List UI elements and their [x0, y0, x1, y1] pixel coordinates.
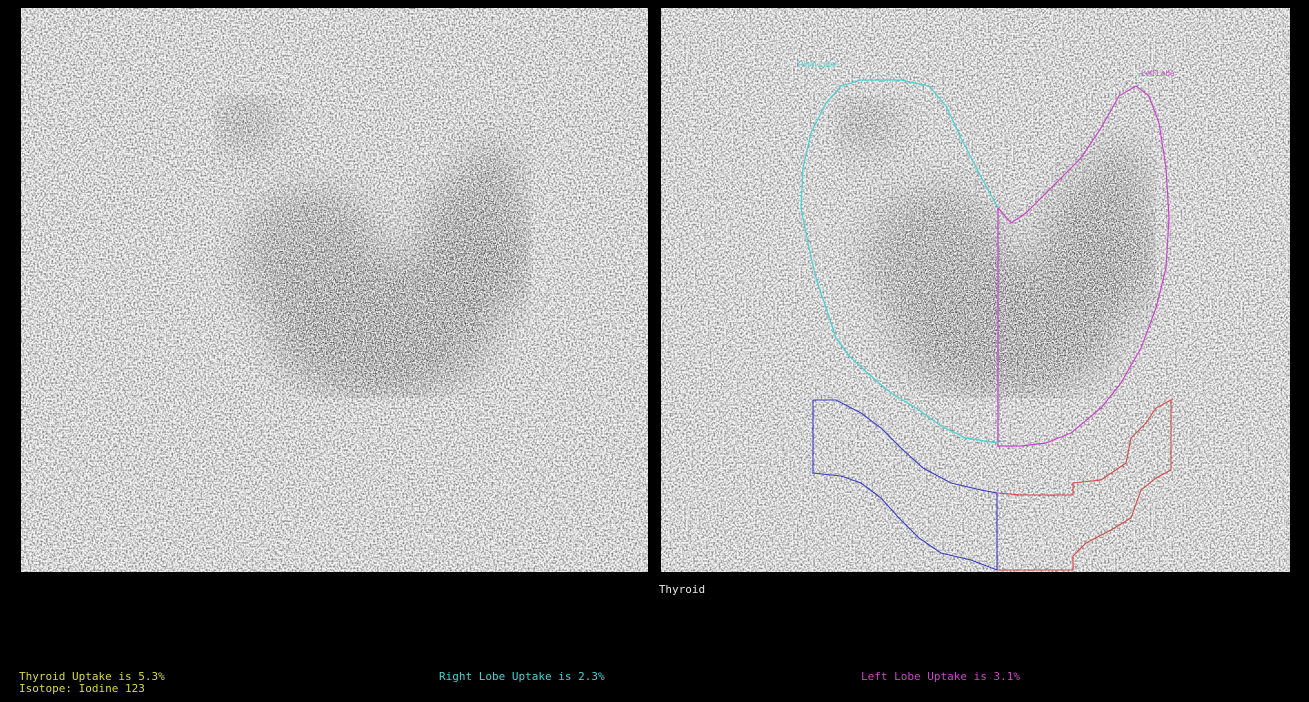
isotope-text: Isotope: Iodine 123 — [19, 682, 145, 695]
scan-image-roi-svg — [661, 8, 1290, 572]
right-lobe-roi — [800, 79, 999, 444]
right-lobe-label: Right Lobe — [798, 60, 837, 69]
left-lobe-roi — [997, 85, 1170, 447]
scan-image-raw — [21, 8, 648, 572]
scan-image-roi: Right Lobe Left Lobe — [661, 8, 1290, 572]
left-lobe-label: Left Lobe — [1141, 69, 1175, 78]
scan-image-raw-svg — [21, 8, 648, 572]
study-caption: Thyroid — [658, 583, 706, 596]
background-roi-left — [996, 399, 1172, 571]
right-lobe-uptake-text: Right Lobe Uptake is 2.3% — [439, 670, 605, 683]
left-lobe-uptake-text: Left Lobe Uptake is 3.1% — [861, 670, 1020, 683]
thyroid-uptake-text: Thyroid Uptake is 5.3% — [19, 670, 165, 683]
